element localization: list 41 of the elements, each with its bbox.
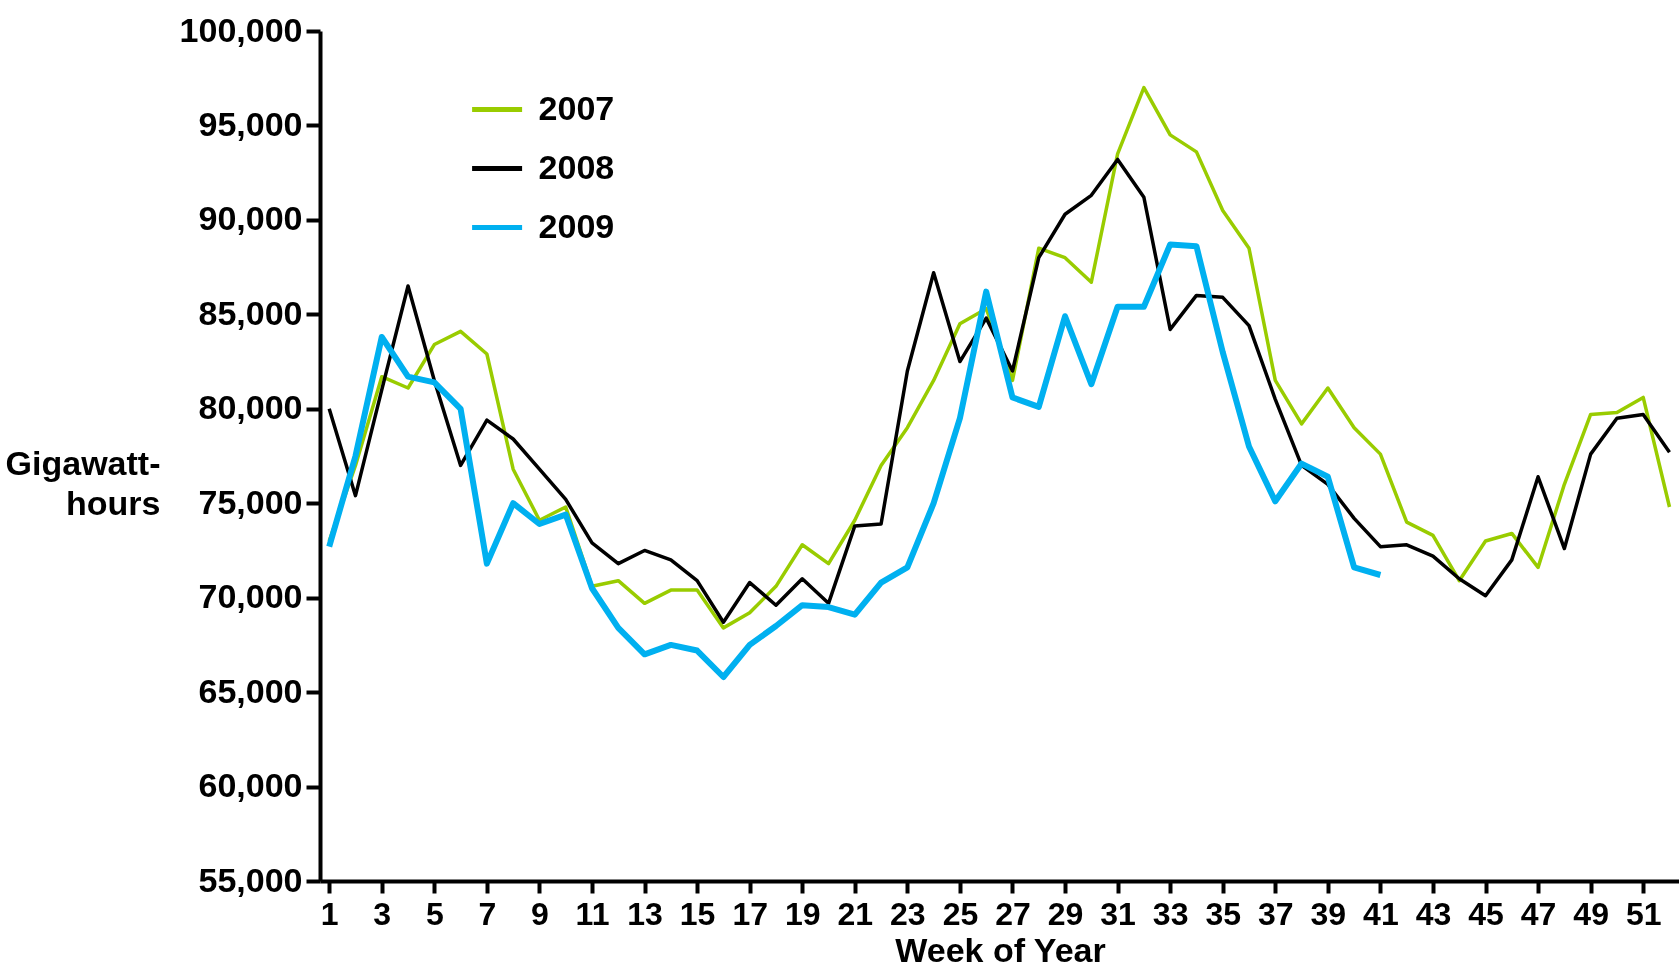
x-tick-label: 23 [890,895,926,932]
y-tick-label: 55,000 [198,860,303,899]
legend-label: 2009 [538,206,615,245]
x-tick-label: 29 [1047,895,1084,932]
x-tick-label: 43 [1415,895,1452,932]
y-tick-label: 90,000 [198,199,303,238]
y-tick-label: 95,000 [198,104,303,143]
legend-label: 2008 [538,147,615,186]
y-tick-label: 65,000 [198,671,303,710]
x-tick-label: 51 [1625,895,1662,932]
x-tick-label: 31 [1100,895,1136,932]
x-axis-title: Week of Year [895,930,1106,969]
x-tick-label: 5 [425,895,444,932]
y-tick-label: 80,000 [198,388,303,427]
x-tick-label: 47 [1520,895,1557,932]
x-tick-label: 13 [627,895,663,932]
x-tick-label: 11 [575,895,610,932]
y-tick-label: 75,000 [198,482,303,521]
y-tick-label: 60,000 [198,766,303,805]
x-tick-label: 15 [679,895,716,932]
x-tick-label: 45 [1468,895,1504,932]
x-tick-label: 33 [1152,895,1189,932]
y-axis-title: Gigawatt-hours [5,444,161,522]
x-tick-label: 9 [531,895,549,932]
x-tick-label: 19 [784,895,821,932]
y-tick-label: 100,000 [179,10,303,49]
x-tick-label: 39 [1310,895,1347,932]
x-tick-label: 3 [373,895,392,932]
x-tick-label: 1 [320,895,339,932]
x-tick-label: 41 [1363,895,1399,932]
legend-label: 2007 [538,88,615,127]
x-tick-label: 21 [837,895,874,932]
x-tick-label: 27 [995,895,1031,932]
x-tick-label: 49 [1573,895,1609,932]
x-tick-label: 17 [732,895,768,932]
y-tick-label: 85,000 [198,293,303,332]
x-tick-label: 7 [478,895,497,932]
x-tick-label: 25 [942,895,979,932]
y-tick-label: 70,000 [198,577,303,616]
x-tick-label: 35 [1205,895,1242,932]
x-tick-label: 37 [1257,895,1294,932]
